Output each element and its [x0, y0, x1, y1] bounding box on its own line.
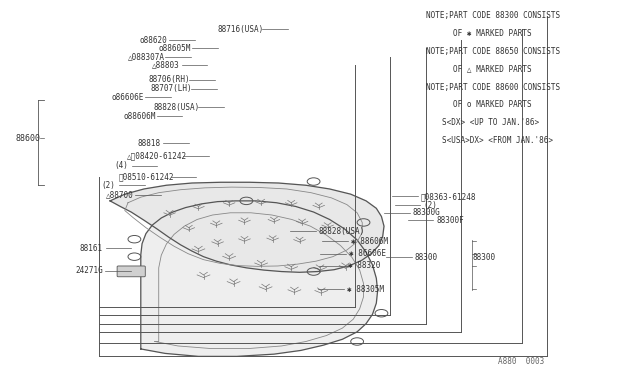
Text: 88161: 88161 — [80, 244, 103, 253]
Text: (2): (2) — [424, 201, 438, 210]
Text: NOTE;PART CODE 88600 CONSISTS: NOTE;PART CODE 88600 CONSISTS — [426, 83, 560, 92]
Text: o88620: o88620 — [140, 36, 167, 45]
Text: ✱ 88305M: ✱ 88305M — [347, 285, 384, 294]
Text: 88707(LH): 88707(LH) — [150, 84, 192, 93]
FancyBboxPatch shape — [117, 266, 145, 277]
Text: ✱ 88606M: ✱ 88606M — [351, 237, 388, 246]
Text: (4): (4) — [114, 161, 128, 170]
Text: ✱ 86606E: ✱ 86606E — [349, 249, 386, 258]
Text: 88300: 88300 — [472, 253, 495, 262]
Text: (2): (2) — [101, 181, 115, 190]
Text: 88818: 88818 — [138, 139, 161, 148]
Text: NOTE;PART CODE 88650 CONSISTS: NOTE;PART CODE 88650 CONSISTS — [426, 47, 560, 56]
Text: OF ✱ MARKED PARTS: OF ✱ MARKED PARTS — [454, 29, 532, 38]
Text: o88605M: o88605M — [159, 44, 191, 53]
Text: ✱ 88320: ✱ 88320 — [348, 262, 381, 270]
Text: 88300: 88300 — [415, 253, 438, 262]
Text: o88606M: o88606M — [124, 112, 156, 121]
Text: Ⓝ08510-61242: Ⓝ08510-61242 — [118, 172, 174, 181]
Text: Ⓝ08363-61248: Ⓝ08363-61248 — [421, 192, 477, 201]
Text: △088307A: △088307A — [128, 52, 165, 61]
Polygon shape — [110, 182, 384, 272]
Text: 24271G: 24271G — [76, 266, 103, 275]
Polygon shape — [141, 201, 378, 356]
Text: S<USA>DX> <FROM JAN.'86>: S<USA>DX> <FROM JAN.'86> — [442, 136, 552, 145]
Text: 88600: 88600 — [16, 134, 41, 143]
Text: 88828(USA): 88828(USA) — [154, 103, 200, 112]
Text: △Ⓝ08420-61242: △Ⓝ08420-61242 — [127, 152, 187, 161]
Text: A880  0003: A880 0003 — [498, 357, 544, 366]
Text: NOTE;PART CODE 88300 CONSISTS: NOTE;PART CODE 88300 CONSISTS — [426, 11, 560, 20]
Text: OF △ MARKED PARTS: OF △ MARKED PARTS — [454, 65, 532, 74]
Text: 88300F: 88300F — [436, 216, 464, 225]
Text: 88706(RH): 88706(RH) — [148, 76, 190, 84]
Text: OF o MARKED PARTS: OF o MARKED PARTS — [454, 100, 532, 109]
Text: 88828(USA): 88828(USA) — [319, 227, 365, 236]
Text: △88700: △88700 — [106, 190, 133, 199]
Text: 88300G: 88300G — [413, 208, 440, 217]
Text: △88803: △88803 — [152, 61, 180, 70]
Text: 88716(USA): 88716(USA) — [218, 25, 264, 33]
Text: o86606E: o86606E — [112, 93, 145, 102]
Text: S<DX> <UP TO JAN.'86>: S<DX> <UP TO JAN.'86> — [442, 118, 539, 127]
